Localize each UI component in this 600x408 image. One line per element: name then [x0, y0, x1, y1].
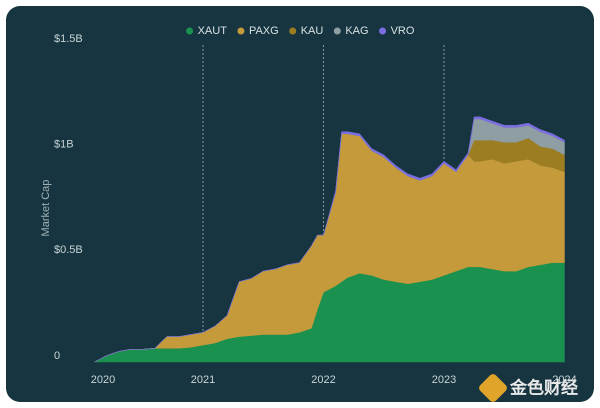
- legend-item: XAUT: [186, 25, 227, 37]
- plot-area: 0 $0.5B $1B $1.5B 2020 2021 2022 2023 2024: [54, 33, 577, 386]
- x-tick-label: 2024: [552, 374, 576, 386]
- y-tick-label: $0.5B: [54, 244, 83, 256]
- legend: XAUT PAXG KAU KAG VRO: [186, 25, 415, 37]
- legend-item: PAXG: [237, 25, 279, 37]
- legend-label: VRO: [391, 25, 415, 37]
- x-tick-label: 2021: [191, 374, 215, 386]
- legend-item: KAU: [289, 25, 323, 37]
- x-tick-label: 2020: [91, 374, 115, 386]
- watermark: 金色财经: [509, 377, 578, 397]
- legend-marker: [379, 27, 387, 35]
- x-tick-label: 2022: [311, 374, 335, 386]
- legend-label: KAG: [345, 25, 368, 37]
- legend-marker: [333, 27, 341, 35]
- legend-marker: [186, 27, 194, 35]
- legend-label: XAUT: [198, 25, 228, 37]
- y-axis-title: Market Cap: [40, 180, 52, 237]
- legend-item: VRO: [379, 25, 415, 37]
- legend-item: KAG: [333, 25, 369, 37]
- y-tick-label: 0: [54, 350, 60, 362]
- legend-marker: [237, 27, 245, 35]
- watermark-logo: [479, 374, 507, 402]
- legend-label: PAXG: [249, 25, 279, 37]
- x-tick-label: 2023: [432, 374, 456, 386]
- y-tick-label: $1.5B: [54, 33, 83, 45]
- y-tick-label: $1B: [54, 139, 74, 151]
- legend-label: KAU: [301, 25, 324, 37]
- legend-marker: [289, 27, 297, 35]
- area: [94, 116, 565, 363]
